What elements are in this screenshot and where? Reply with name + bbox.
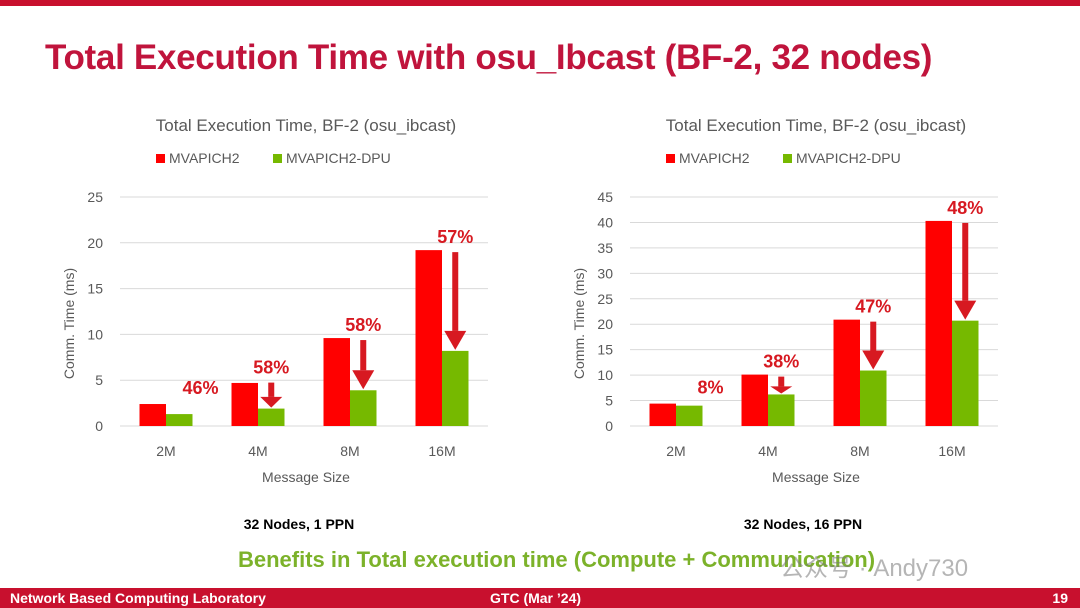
reduction-arrow-shaft [962,222,969,301]
legend-swatch-mvapich2-dpu [273,154,282,163]
reduction-arrow-shaft [452,252,459,331]
y-tick-label: 20 [597,316,613,332]
reduction-arrow-icon [444,330,467,350]
reduction-arrow-shaft [778,376,785,387]
y-tick-label: 10 [597,367,613,383]
chart-title: Total Execution Time, BF-2 (osu_ibcast) [156,116,456,135]
bar-mvapich2-16m [925,220,952,426]
reduction-arrow-shaft [360,340,367,371]
x-tick-label: 4M [758,443,777,459]
bar-mvapich2-4m [741,374,768,426]
bar-mvapich2-8m [323,338,350,426]
y-tick-label: 35 [597,240,613,256]
y-tick-label: 20 [87,235,103,251]
y-tick-label: 0 [605,418,613,434]
reduction-percent-label: 47% [855,297,891,317]
reduction-arrow-icon [862,350,885,370]
y-tick-label: 5 [605,393,613,409]
legend-label: MVAPICH2 [169,150,240,166]
chart-caption-16ppn: 32 Nodes, 16 PPN [743,516,863,532]
y-tick-label: 45 [597,189,613,205]
top-accent-bar [0,0,1080,6]
chart-title: Total Execution Time, BF-2 (osu_ibcast) [666,116,966,135]
legend-swatch-mvapich2-dpu [783,154,792,163]
watermark: 公众号 · Andy730 [780,555,969,582]
bar-mvapich2-dpu-2m [166,414,193,426]
footer-lab-name: Network Based Computing Laboratory [10,590,266,606]
legend-label: MVAPICH2-DPU [286,150,391,166]
x-tick-label: 2M [156,443,175,459]
reduction-arrow-shaft [268,382,275,397]
reduction-arrow-icon [260,396,283,408]
reduction-percent-label: 46% [182,378,218,398]
chart-svg: Total Execution Time, BF-2 (osu_ibcast) M… [61,116,488,485]
x-tick-label: 16M [938,443,965,459]
x-tick-label: 8M [850,443,869,459]
y-tick-label: 25 [87,189,103,205]
reduction-arrow-icon [352,370,375,390]
y-tick-label: 40 [597,214,613,230]
bar-mvapich2-dpu-4m [768,394,795,426]
reduction-percent-label: 8% [697,378,723,398]
x-axis-label: Message Size [772,469,860,485]
x-tick-label: 4M [248,443,267,459]
benefits-text: Benefits in Total execution time (Comput… [238,547,876,572]
y-tick-label: 10 [87,326,103,342]
reduction-percent-label: 58% [345,315,381,335]
y-axis-label: Comm. Time (ms) [571,268,587,379]
bar-mvapich2-2m [649,403,676,426]
reduction-arrow-shaft [870,321,877,351]
bar-mvapich2-4m [231,382,258,426]
legend-label: MVAPICH2 [679,150,750,166]
bar-mvapich2-2m [139,404,166,426]
bar-mvapich2-dpu-8m [860,370,887,426]
y-tick-label: 15 [87,281,103,297]
bar-mvapich2-dpu-8m [350,390,377,426]
chart-svg: Total Execution Time, BF-2 (osu_ibcast) M… [571,116,998,485]
x-axis-label: Message Size [262,469,350,485]
bar-mvapich2-dpu-4m [258,408,285,426]
y-tick-label: 30 [597,265,613,281]
reduction-percent-label: 48% [947,198,983,218]
chart-16ppn: Total Execution Time, BF-2 (osu_ibcast) M… [550,100,1050,500]
bar-mvapich2-dpu-2m [676,405,703,426]
y-tick-label: 25 [597,291,613,307]
legend-label: MVAPICH2-DPU [796,150,901,166]
slide-title: Total Execution Time with osu_Ibcast (BF… [45,38,933,77]
y-axis-label: Comm. Time (ms) [61,268,77,379]
page-number: 19 [1052,590,1068,606]
reduction-percent-label: 57% [437,227,473,247]
bar-mvapich2-16m [415,250,442,426]
x-tick-label: 2M [666,443,685,459]
y-tick-label: 0 [95,418,103,434]
reduction-percent-label: 38% [763,352,799,372]
footer-event: GTC (Mar ’24) [490,590,582,606]
reduction-arrow-icon [954,300,977,320]
y-tick-label: 5 [95,372,103,388]
legend-swatch-mvapich2 [666,154,675,163]
reduction-arrow-icon [770,386,793,394]
chart-caption-1ppn: 32 Nodes, 1 PPN [243,516,355,532]
bar-mvapich2-dpu-16m [442,350,469,426]
chart-1ppn: Total Execution Time, BF-2 (osu_ibcast) M… [40,100,540,500]
legend-swatch-mvapich2 [156,154,165,163]
x-tick-label: 16M [428,443,455,459]
bar-mvapich2-dpu-16m [952,320,979,426]
x-tick-label: 8M [340,443,359,459]
footer-bar: Network Based Computing Laboratory GTC (… [0,588,1080,608]
y-tick-label: 15 [597,342,613,358]
bar-mvapich2-8m [833,319,860,426]
reduction-percent-label: 58% [253,358,289,378]
